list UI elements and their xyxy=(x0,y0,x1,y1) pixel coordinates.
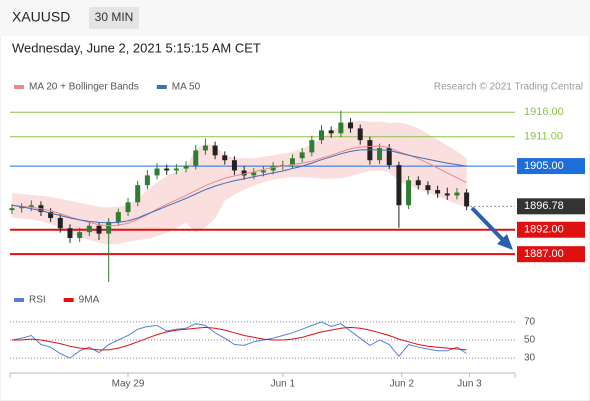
candle-body xyxy=(154,168,160,176)
symbol: XAUUSD xyxy=(12,9,70,25)
level-label: 1892.00 xyxy=(524,224,564,236)
candle-body xyxy=(144,175,150,186)
candle-body xyxy=(19,207,25,209)
candle-body xyxy=(444,193,450,196)
candle-body xyxy=(396,165,402,206)
candle-body xyxy=(309,140,315,153)
candle-body xyxy=(338,122,344,134)
candle-body xyxy=(67,228,73,239)
candle-body xyxy=(135,185,141,203)
header-bar xyxy=(0,0,590,36)
candle-body xyxy=(106,221,112,234)
candle-body xyxy=(435,190,441,194)
x-tick-label: Jun 3 xyxy=(457,379,482,390)
candle-body xyxy=(377,147,383,161)
indicator-line xyxy=(11,326,467,351)
date: Wednesday, June 2, 2021 5:15:15 AM CET xyxy=(12,40,261,55)
timeframe: 30 MIN xyxy=(95,10,134,24)
candle-body xyxy=(425,185,431,191)
bollinger-band xyxy=(11,120,467,245)
candle-body xyxy=(289,158,295,166)
level-label: 1911.00 xyxy=(524,131,563,143)
level-label: 1887.00 xyxy=(524,248,564,260)
level-label: 1916.00 xyxy=(524,106,564,118)
candle-body xyxy=(415,180,421,186)
y-tick-label: 50 xyxy=(524,335,536,346)
candle-body xyxy=(319,130,325,141)
candle-body xyxy=(231,160,237,171)
candle-body xyxy=(115,212,121,222)
candle-body xyxy=(9,208,15,211)
x-tick-label: May 29 xyxy=(112,379,145,390)
level-label: 1905.00 xyxy=(524,160,564,172)
candle-body xyxy=(357,128,363,141)
candle-body xyxy=(270,166,276,171)
candle-body xyxy=(260,170,266,173)
level-box xyxy=(517,158,585,175)
source: Research © 2021 Trading Central xyxy=(434,82,583,93)
legend-swatch xyxy=(14,298,24,302)
legend-label: MA 20 + Bollinger Bands xyxy=(29,82,139,93)
y-tick-label: 70 xyxy=(524,317,536,328)
level-box xyxy=(517,198,585,215)
legend-swatch xyxy=(156,85,167,89)
candle-body xyxy=(28,205,34,208)
ma-line xyxy=(11,149,467,224)
candle-body xyxy=(96,225,102,234)
candle-body xyxy=(202,145,208,151)
legend-swatch xyxy=(63,298,74,302)
level-label: 1896.78 xyxy=(524,200,564,212)
legend-label: 9MA xyxy=(79,295,100,306)
x-tick-label: Jun 1 xyxy=(271,379,296,390)
candle-body xyxy=(251,172,257,176)
y-tick-label: 30 xyxy=(524,353,536,364)
candle-body xyxy=(454,192,460,196)
candle-body xyxy=(173,168,179,171)
level-box xyxy=(517,221,585,238)
indicator-line xyxy=(11,321,467,359)
candle-body xyxy=(348,122,354,129)
candle-body xyxy=(193,150,199,166)
candle-body xyxy=(57,217,63,229)
ma-line xyxy=(11,145,467,227)
candle-body xyxy=(222,155,228,161)
candle-body xyxy=(125,202,131,213)
timeframe-badge xyxy=(89,7,139,29)
candle-body xyxy=(212,145,218,156)
candle-body xyxy=(77,232,83,239)
candle-body xyxy=(299,152,305,159)
candle-body xyxy=(241,170,247,176)
candle-body xyxy=(328,130,334,134)
candle-body xyxy=(386,147,392,166)
candle-body xyxy=(48,212,54,218)
candle-body xyxy=(86,225,92,233)
level-box xyxy=(517,246,585,263)
x-tick-label: Jun 2 xyxy=(390,379,415,390)
forecast-arrow xyxy=(470,206,513,250)
legend-swatch xyxy=(14,85,24,89)
legend-label: RSI xyxy=(29,295,46,306)
candle-body xyxy=(406,180,412,206)
candle-body xyxy=(464,192,470,207)
candle-body xyxy=(164,168,170,171)
candle-body xyxy=(183,165,189,169)
legend-label: MA 50 xyxy=(172,82,201,93)
